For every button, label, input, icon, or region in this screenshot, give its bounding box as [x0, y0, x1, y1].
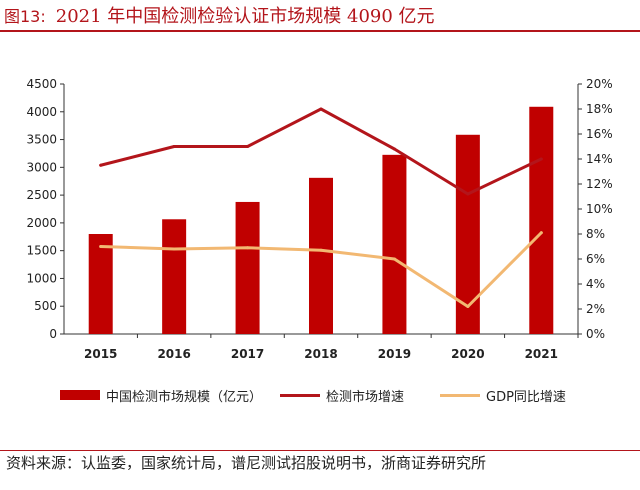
combo-chart: 0 500 1000 1500 2000 2500 3000 3500 4000 4500 0% 2%…	[26, 77, 613, 361]
x-tick-label: 2017	[231, 347, 264, 361]
bar-market-size	[309, 177, 333, 334]
gdp-growth-point	[392, 257, 396, 261]
x-tick-label: 2021	[525, 347, 558, 361]
y-left-tick-label: 1500	[26, 244, 57, 258]
figure-label: 图13:	[4, 7, 46, 26]
legend-label-gdp: GDP同比增速	[486, 389, 566, 405]
legend-item-market-size: 中国检测市场规模（亿元）	[60, 386, 262, 405]
figure-title-text: 2021 年中国检测检验认证市场规模 4090 亿元	[55, 6, 435, 27]
market-growth-point	[99, 163, 103, 167]
y-right-tick-label: 20%	[586, 77, 613, 91]
market-growth-point	[392, 147, 396, 151]
bar-market-size	[235, 201, 260, 334]
y-left-tick-label: 2000	[26, 216, 57, 230]
y-right-tick-label: 14%	[586, 152, 613, 166]
gdp-growth-point	[99, 245, 103, 248]
bar-market-size	[88, 234, 113, 334]
legend-label-growth: 检测市场增速	[326, 389, 405, 405]
legend-label-market-size: 中国检测市场规模（亿元）	[106, 389, 263, 405]
y-left-tick-label: 1000	[26, 271, 57, 285]
y-left-tick-label: 3500	[26, 133, 57, 147]
x-tick-label: 2020	[451, 347, 484, 361]
bar-market-size	[162, 219, 187, 334]
y-right-tick-label: 8%	[586, 227, 605, 241]
y-left-tick-label: 4000	[26, 105, 57, 119]
market-growth-point	[539, 157, 543, 161]
x-tick-label: 2015	[84, 347, 117, 361]
y-right-tick-label: 2%	[586, 302, 605, 316]
y-right-tick-label: 10%	[586, 202, 613, 216]
legend-swatch-bar	[60, 390, 100, 400]
gdp-growth-point	[246, 246, 250, 250]
y-right-tick-label: 18%	[586, 102, 613, 116]
x-tick-label: 2018	[304, 347, 337, 361]
y-right-tick-label: 4%	[586, 277, 605, 291]
title-rule	[0, 30, 640, 32]
bar-market-size	[529, 106, 554, 335]
legend-item-growth: 检测市场增速	[280, 386, 404, 405]
figure-title: 图13: 2021 年中国检测检验认证市场规模 4090 亿元	[4, 2, 634, 28]
y-right-tick-label: 12%	[586, 177, 613, 191]
gdp-growth-point	[466, 305, 470, 308]
legend-swatch-growth	[280, 393, 320, 397]
gdp-growth-point	[172, 247, 176, 251]
gdp-growth-point	[319, 248, 323, 252]
y-right-tick-label: 0%	[586, 327, 605, 341]
source-rule	[0, 450, 640, 451]
y-left-tick-label: 4500	[26, 77, 57, 91]
x-tick-label: 2016	[157, 347, 190, 361]
market-growth-point	[319, 107, 323, 111]
bar-market-size	[382, 154, 407, 334]
bar-market-size	[455, 134, 480, 334]
legend: 中国检测市场规模（亿元） 检测市场增速 GDP同比增速	[0, 382, 640, 408]
x-tick-label: 2019	[378, 347, 411, 361]
y-right-tick-label: 6%	[586, 252, 605, 266]
market-growth-point	[466, 192, 470, 196]
y-left-tick-label: 500	[34, 299, 57, 313]
market-growth-point	[172, 145, 176, 148]
legend-item-gdp: GDP同比增速	[440, 386, 566, 405]
legend-swatch-gdp	[440, 393, 480, 397]
y-left-tick-label: 3000	[26, 160, 57, 174]
y-left-tick-label: 0	[49, 327, 57, 341]
y-right-tick-label: 16%	[586, 127, 613, 141]
y-left-tick-label: 2500	[26, 188, 57, 202]
gdp-growth-point	[539, 231, 543, 235]
market-growth-point	[246, 145, 250, 148]
source-note: 资料来源：认监委，国家统计局，谱尼测试招股说明书，浙商证券研究所	[6, 454, 487, 472]
